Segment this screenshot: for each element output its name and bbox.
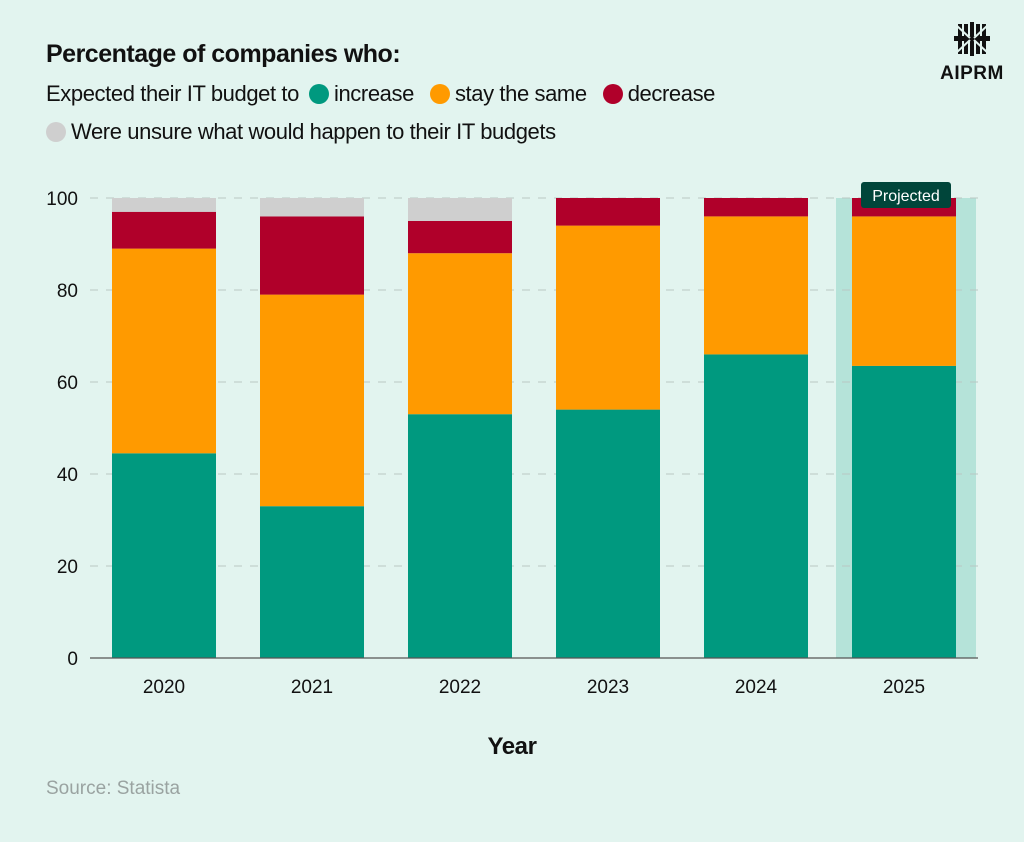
- legend-item-decrease: decrease: [602, 81, 716, 107]
- aiprm-logo: AIPRM: [940, 22, 1004, 85]
- x-tick-label: 2022: [439, 677, 481, 698]
- legend-swatch-unsure: [46, 122, 66, 142]
- bar-2022-increase: [408, 414, 512, 658]
- bar-2020-unsure: [112, 198, 216, 212]
- bar-2021-unsure: [260, 198, 364, 217]
- bar-2021-stay-the-same: [260, 294, 364, 507]
- projected-label: Projected: [872, 188, 940, 205]
- bar-2024-stay-the-same: [704, 216, 808, 355]
- chart-title: Percentage of companies who:: [46, 40, 401, 68]
- x-axis-title: Year: [487, 733, 537, 760]
- source-note: Source: Statista: [46, 778, 181, 799]
- legend-label-unsure: Were unsure what would happen to their I…: [71, 119, 556, 144]
- x-tick-label: 2020: [143, 677, 185, 698]
- bar-2021-increase: [260, 506, 364, 658]
- x-tick-label: 2021: [291, 677, 333, 698]
- bar-2022-unsure: [408, 198, 512, 221]
- bar-2022-decrease: [408, 221, 512, 254]
- legend-prefix: Expected their IT budget to: [46, 81, 299, 106]
- y-tick-label: 20: [57, 557, 78, 578]
- bar-2023-decrease: [556, 198, 660, 226]
- legend-unsure: Were unsure what would happen to their I…: [46, 119, 572, 145]
- logo-text: AIPRM: [940, 63, 1004, 84]
- projected-label-bg: [861, 182, 951, 208]
- bar-2024-increase: [704, 354, 808, 658]
- y-tick-label: 40: [57, 465, 78, 486]
- bar-2021-decrease: [260, 216, 364, 295]
- bar-2024-decrease: [704, 198, 808, 217]
- y-tick-label: 100: [46, 189, 78, 210]
- legend-swatch-decrease: [602, 84, 623, 104]
- y-tick-label: 80: [57, 281, 78, 302]
- y-tick-label: 0: [67, 649, 78, 670]
- legend-swatch-increase: [308, 84, 329, 104]
- aiprm-logo-icon: [954, 22, 990, 56]
- legend-item-increase: increase: [308, 81, 414, 107]
- bar-2023-increase: [556, 409, 660, 658]
- bar-2023-stay-the-same: [556, 225, 660, 410]
- bar-2020-increase: [112, 453, 216, 658]
- legend-label-stay-the-same: stay the same: [454, 81, 587, 106]
- bar-2020-decrease: [112, 211, 216, 249]
- x-tick-label: 2025: [883, 677, 925, 698]
- bar-2025-stay-the-same: [852, 216, 956, 366]
- legend-budget: Expected their IT budget to increase sta…: [46, 81, 731, 107]
- bar-2022-stay-the-same: [408, 253, 512, 415]
- bar-2020-stay-the-same: [112, 248, 216, 454]
- legend-label-decrease: decrease: [627, 81, 716, 106]
- y-tick-label: 60: [57, 373, 78, 394]
- bar-2025-increase: [852, 365, 956, 658]
- x-tick-label: 2024: [735, 677, 778, 698]
- legend-item-stay-the-same: stay the same: [429, 81, 587, 107]
- x-tick-label: 2023: [587, 677, 629, 698]
- legend-swatch-stay-the-same: [429, 84, 450, 104]
- legend-item-unsure: Were unsure what would happen to their I…: [46, 119, 556, 145]
- legend-label-increase: increase: [333, 81, 414, 106]
